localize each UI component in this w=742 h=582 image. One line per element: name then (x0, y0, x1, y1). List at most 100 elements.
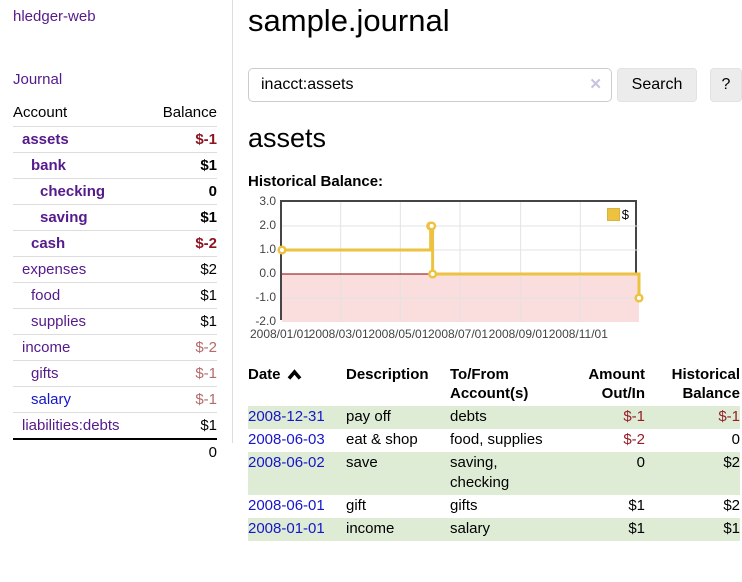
account-link-assets[interactable]: assets (22, 131, 69, 148)
legend-label: $ (621, 207, 629, 222)
transaction-balance: $2 (645, 452, 740, 495)
transaction-balance: 0 (731, 431, 740, 448)
account-row: expenses $2 (13, 256, 217, 283)
account-balance: $1 (148, 412, 217, 439)
chart-title: Historical Balance: (248, 173, 384, 190)
transaction-description: eat & shop (346, 431, 418, 448)
y-axis-tick-label: -1.0 (255, 290, 276, 304)
chart-series-svg (277, 202, 644, 322)
historical-balance-chart[interactable]: $ 3.0 2.0 1.0 0.0 -1.0 -2.0 2008/01/01 2008/03/… (248, 194, 648, 342)
account-balance: 0 (148, 178, 217, 205)
register-row: 2008-12-31 pay off debts $-1 $-1 (248, 406, 740, 429)
transaction-date-link[interactable]: 2008-06-01 (248, 497, 325, 514)
account-link-bank[interactable]: bank (31, 157, 67, 174)
register-row: 2008-06-01 gift gifts $1 $2 (248, 495, 740, 518)
transaction-accounts: gifts (450, 497, 478, 514)
search-box: ✕ (248, 68, 612, 102)
transaction-accounts: saving, checking (450, 452, 558, 495)
y-axis-tick-label: 1.0 (259, 242, 276, 256)
x-axis-tick-label: 2008/11/01 (548, 327, 608, 341)
page-title: sample.journal (248, 3, 450, 38)
transaction-amount: $-2 (623, 431, 645, 448)
account-link-supplies[interactable]: supplies (31, 313, 87, 330)
transaction-description: gift (346, 497, 367, 514)
account-row: food $1 (13, 282, 217, 309)
transaction-description: income (346, 518, 450, 541)
x-axis-tick-label: 2008/09/01 (488, 327, 549, 341)
app-window: hledger-web Journal Account Balance asse… (13, 0, 742, 541)
register-header-accounts: To/From Account(s) (450, 366, 529, 402)
y-axis-tick-label: -2.0 (255, 314, 276, 328)
chart-plot-area[interactable]: $ (277, 200, 644, 322)
account-link-liabilities-debts[interactable]: liabilities:debts (22, 417, 120, 434)
account-balance: $1 (148, 308, 217, 335)
search-help-button[interactable]: ? (710, 68, 742, 102)
accounts-total: 0 (148, 438, 217, 465)
chart-legend: $ (606, 207, 629, 222)
accounts-balance-table: Account Balance assets $-1 bank $1 check… (13, 100, 217, 465)
account-row: gifts $-1 (13, 360, 217, 387)
register-header-balance: Historical Balance (671, 366, 740, 402)
account-balance: $1 (148, 152, 217, 179)
account-balance: $-1 (148, 360, 217, 387)
search-button[interactable]: Search (617, 68, 697, 102)
accounts-header-account: Account (13, 104, 68, 121)
register-header-amount: Amount Out/In (588, 366, 645, 402)
account-row: liabilities:debts $1 (13, 412, 217, 439)
transaction-date-link[interactable]: 2008-06-02 (248, 454, 325, 471)
transaction-accounts: food, supplies (450, 431, 543, 448)
legend-swatch-icon (606, 208, 620, 221)
transaction-date-link[interactable]: 2008-01-01 (248, 520, 325, 537)
account-row: assets $-1 (13, 126, 217, 153)
transaction-description: pay off (346, 406, 450, 429)
transaction-date-link[interactable]: 2008-12-31 (248, 408, 325, 425)
account-row: income $-2 (13, 334, 217, 361)
sidebar-item-journal[interactable]: Journal (13, 71, 63, 88)
account-row: salary $-1 (13, 386, 217, 413)
account-heading: assets (248, 123, 327, 153)
account-link-checking[interactable]: checking (40, 183, 106, 200)
y-axis-tick-label: 2.0 (259, 218, 276, 232)
account-row: checking 0 (13, 178, 217, 205)
account-balance: $-2 (148, 230, 217, 257)
clear-search-icon[interactable]: ✕ (589, 76, 602, 93)
account-link-saving[interactable]: saving (40, 209, 88, 226)
app-title-link[interactable]: hledger-web (13, 8, 96, 25)
transaction-balance: $2 (723, 497, 740, 514)
transaction-amount: 0 (558, 452, 645, 495)
account-link-food[interactable]: food (31, 287, 61, 304)
accounts-total-row: 0 (13, 438, 217, 465)
account-balance: $-1 (148, 386, 217, 413)
register-row: 2008-06-03 eat & shop food, supplies $-2… (248, 429, 740, 452)
account-balance: $-2 (148, 334, 217, 361)
accounts-header-row: Account Balance (13, 100, 217, 127)
account-balance: $-1 (148, 126, 217, 153)
account-row: supplies $1 (13, 308, 217, 335)
transaction-balance: $1 (645, 518, 740, 541)
y-axis-tick-label: 3.0 (259, 194, 276, 208)
accounts-header-balance: Balance (162, 104, 217, 121)
register-table: Date Description To/From Account(s) Amou… (248, 363, 740, 541)
search-input[interactable] (248, 68, 612, 102)
x-axis-tick-label: 2008/07/01 (427, 327, 489, 341)
account-link-income[interactable]: income (22, 339, 71, 356)
account-balance: $1 (148, 282, 217, 309)
register-header-description: Description (346, 366, 429, 383)
account-link-salary[interactable]: salary (31, 391, 72, 408)
account-link-gifts[interactable]: gifts (31, 365, 59, 382)
main-content: sample.journal ✕ Search ? assets Histori… (233, 0, 742, 541)
account-link-expenses[interactable]: expenses (22, 261, 87, 278)
search-form: ✕ Search ? (248, 68, 742, 102)
transaction-date-link[interactable]: 2008-06-03 (248, 431, 325, 448)
transaction-amount: $1 (558, 518, 645, 541)
account-balance: $1 (148, 204, 217, 231)
transaction-amount: $1 (628, 497, 645, 514)
register-header-date[interactable]: Date (248, 363, 346, 406)
account-row: bank $1 (13, 152, 217, 179)
register-header-date-label: Date (248, 366, 281, 383)
account-link-cash[interactable]: cash (31, 235, 66, 252)
transaction-accounts: salary (450, 518, 558, 541)
sort-ascending-icon (287, 369, 301, 380)
register-row: 2008-01-01 income salary $1 $1 (248, 518, 740, 541)
register-header-row: Date Description To/From Account(s) Amou… (248, 363, 740, 406)
